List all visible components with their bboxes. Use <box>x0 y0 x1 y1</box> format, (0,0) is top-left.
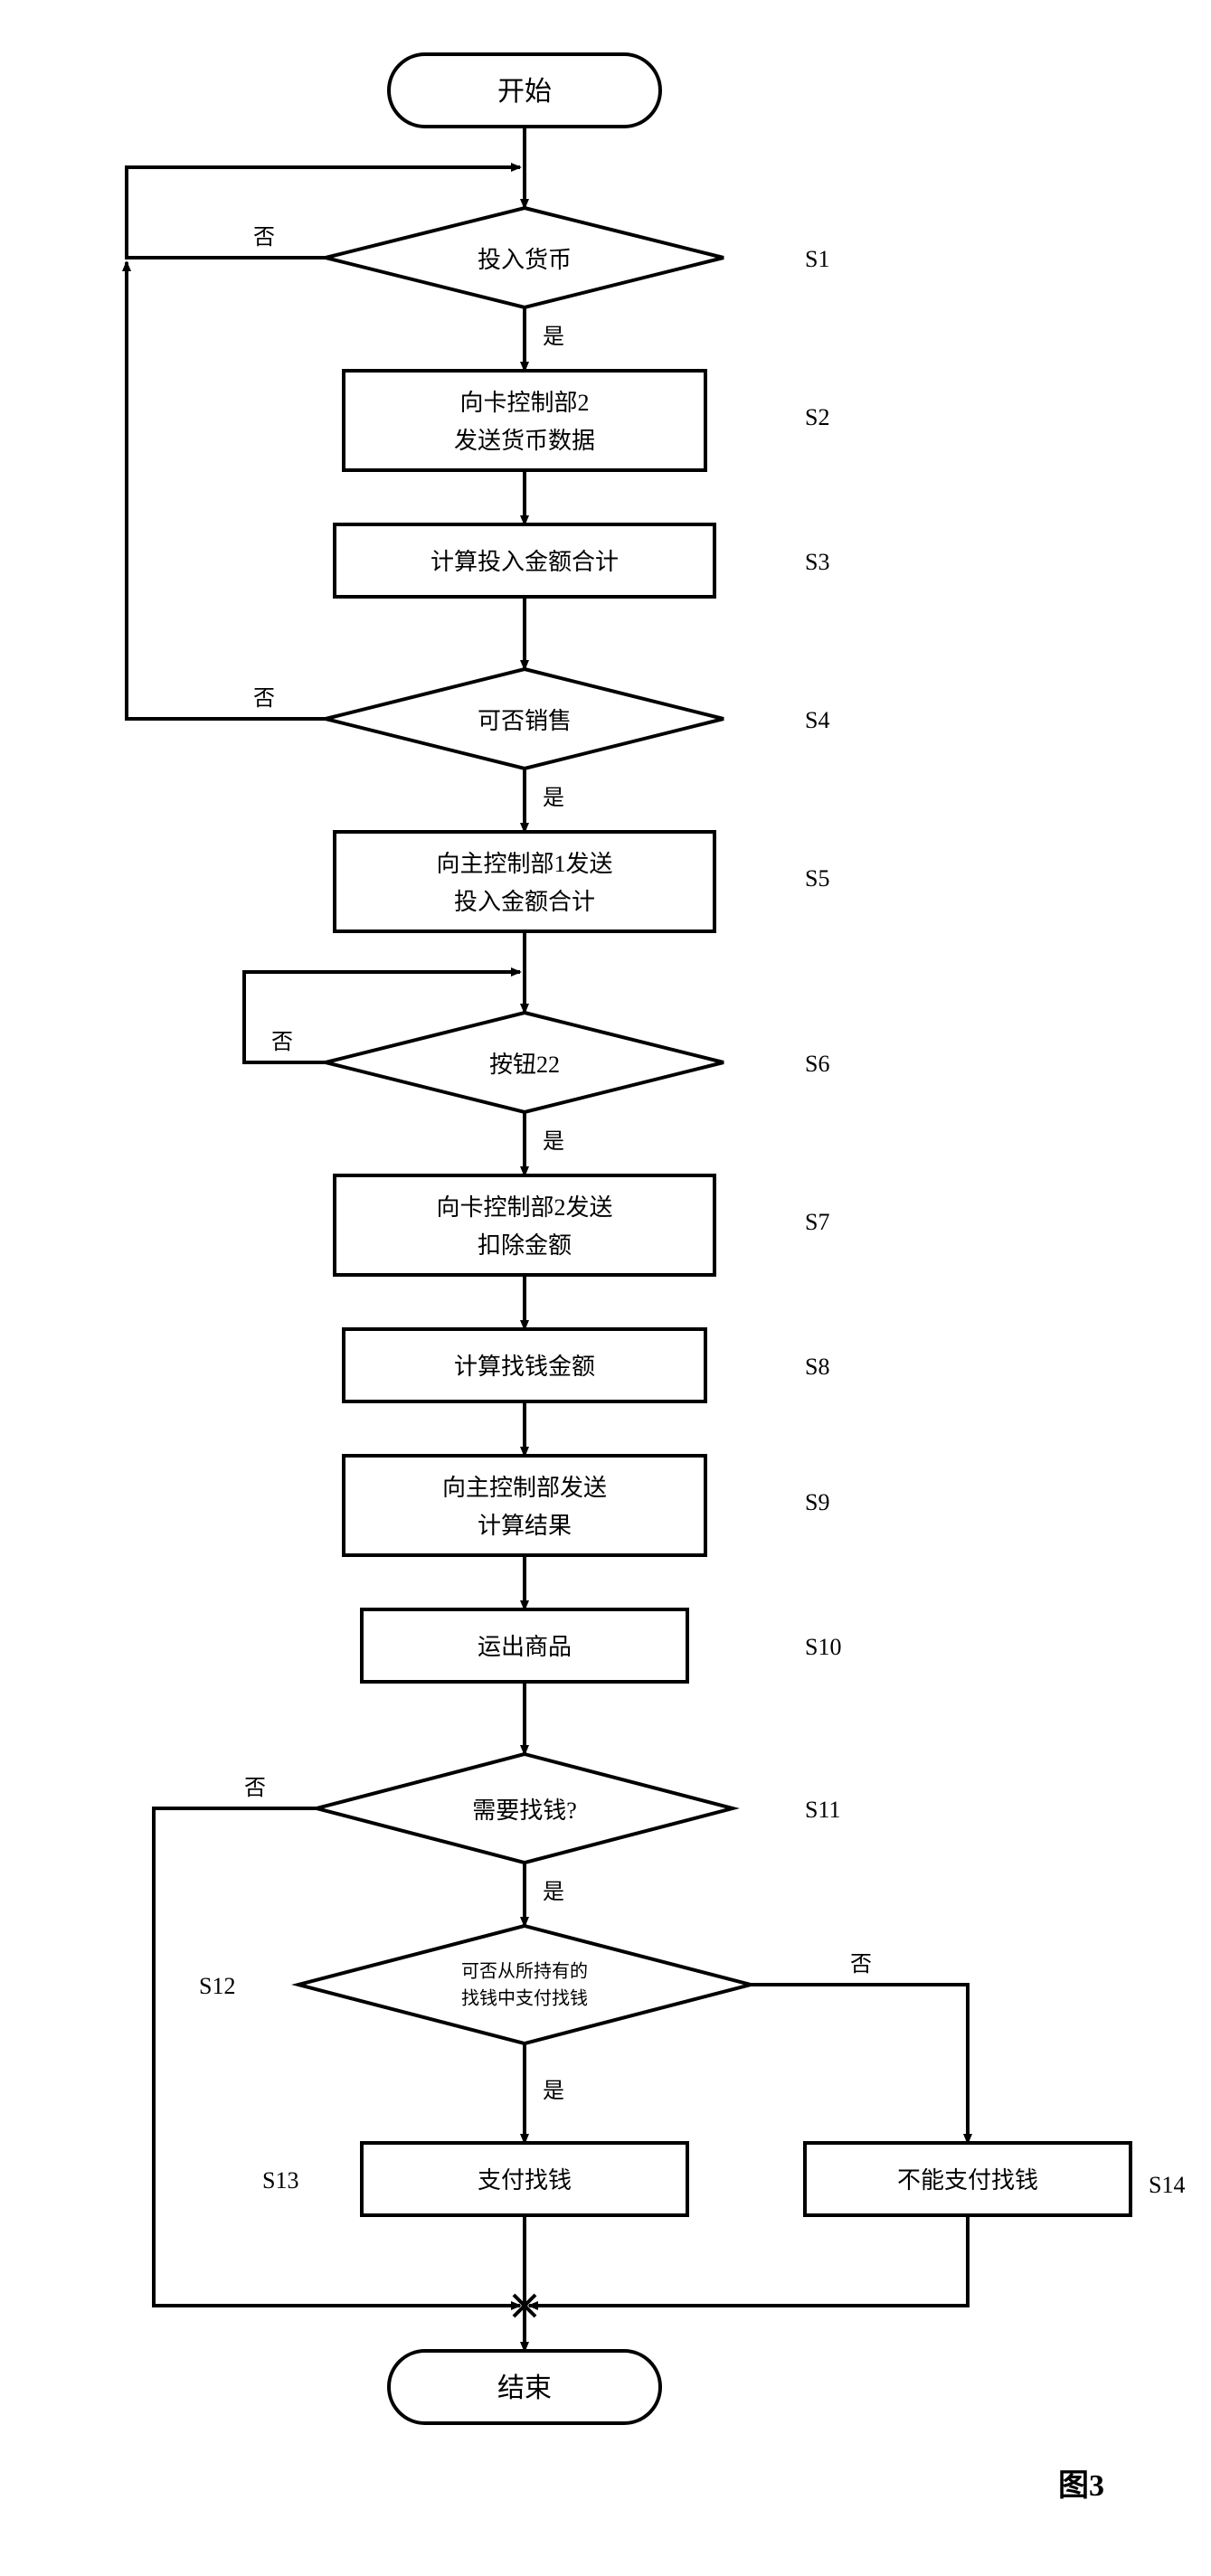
s5-l2: 投入金额合计 <box>454 889 595 915</box>
s12-step: S12 <box>199 1973 235 1999</box>
s2-l2: 发送货币数据 <box>454 428 595 454</box>
s11-step: S11 <box>805 1797 841 1823</box>
s12-l1: 可否从所持有的 <box>461 1961 588 1982</box>
node-end: 结束 <box>389 2351 660 2423</box>
s2-step: S2 <box>805 404 829 430</box>
s8-text: 计算找钱金额 <box>454 1354 595 1380</box>
s5-l1: 向主控制部1发送 <box>436 851 612 877</box>
s14-step: S14 <box>1149 2172 1185 2198</box>
s4-text: 可否销售 <box>478 708 572 734</box>
node-s8: 计算找钱金额 <box>344 1329 705 1401</box>
s7-l2: 扣除金额 <box>478 1232 572 1259</box>
flowchart: 开始 投入货币 S1 否 是 向卡控制部2 发送货币数据 S2 计算投入金额合计… <box>18 18 1211 2558</box>
s14-text: 不能支付找钱 <box>897 2167 1038 2194</box>
s3-text: 计算投入金额合计 <box>430 549 619 575</box>
s6-step: S6 <box>805 1051 829 1077</box>
s11-text: 需要找钱? <box>472 1798 577 1824</box>
s1-no: 否 <box>253 226 275 250</box>
start-text: 开始 <box>497 77 552 107</box>
node-s5: 向主控制部1发送 投入金额合计 <box>335 832 714 931</box>
s10-step: S10 <box>805 1634 841 1660</box>
s12-yes: 是 <box>543 2080 564 2103</box>
s1-text: 投入货币 <box>478 247 572 273</box>
s8-step: S8 <box>805 1354 829 1380</box>
s4-no: 否 <box>253 687 275 711</box>
s6-no: 否 <box>271 1031 293 1054</box>
node-s1: 投入货币 <box>326 208 724 307</box>
s7-step: S7 <box>805 1209 829 1235</box>
node-s11: 需要找钱? <box>317 1754 733 1863</box>
s11-yes: 是 <box>543 1881 564 1904</box>
figure-caption: 图3 <box>1058 2469 1104 2503</box>
s1-step: S1 <box>805 246 829 272</box>
s13-step: S13 <box>262 2167 298 2194</box>
node-s12: 可否从所持有的 找钱中支付找钱 <box>298 1926 751 2043</box>
s6-yes: 是 <box>543 1130 564 1154</box>
s1-yes: 是 <box>543 326 564 349</box>
s11-no: 否 <box>244 1777 266 1800</box>
node-s7: 向卡控制部2发送 扣除金额 <box>335 1175 714 1275</box>
node-s6: 按钮22 <box>326 1013 724 1112</box>
node-start: 开始 <box>389 54 660 127</box>
s12-l2: 找钱中支付找钱 <box>461 1988 588 2009</box>
s6-text: 按钮22 <box>489 1052 560 1078</box>
node-s10: 运出商品 <box>362 1609 687 1682</box>
s9-step: S9 <box>805 1489 829 1515</box>
s9-l1: 向主控制部发送 <box>442 1475 607 1501</box>
s5-step: S5 <box>805 865 829 892</box>
s4-step: S4 <box>805 707 829 733</box>
s9-l2: 计算结果 <box>478 1513 572 1539</box>
s2-l1: 向卡控制部2 <box>459 390 589 416</box>
s12-no: 否 <box>850 1953 872 1977</box>
s4-yes: 是 <box>543 787 564 810</box>
node-s9: 向主控制部发送 计算结果 <box>344 1456 705 1555</box>
end-text: 结束 <box>497 2373 552 2403</box>
s10-text: 运出商品 <box>478 1634 572 1660</box>
s13-text: 支付找钱 <box>478 2167 572 2194</box>
node-s3: 计算投入金额合计 <box>335 524 714 597</box>
node-s14: 不能支付找钱 <box>805 2143 1131 2215</box>
node-s4: 可否销售 <box>326 669 724 769</box>
node-s13: 支付找钱 <box>362 2143 687 2215</box>
s7-l1: 向卡控制部2发送 <box>436 1194 612 1221</box>
s3-step: S3 <box>805 549 829 575</box>
node-s2: 向卡控制部2 发送货币数据 <box>344 371 705 470</box>
